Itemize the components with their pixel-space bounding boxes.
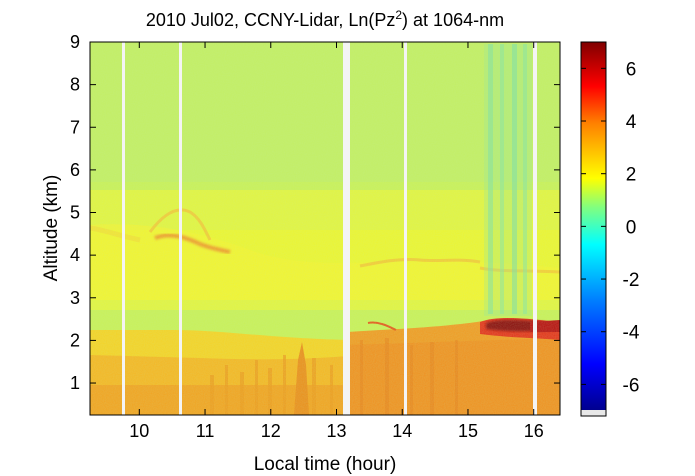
y-tick-label: 4 [70, 245, 80, 265]
y-tick-label: 3 [70, 288, 80, 308]
x-tick-label: 13 [326, 421, 346, 441]
y-axis-label: Altitude (km) [41, 175, 62, 282]
x-tick-label: 11 [196, 421, 215, 441]
colorbar-tick-label: -2 [623, 270, 640, 291]
y-tick-label: 8 [70, 75, 80, 95]
colorbar-tick-label: 2 [626, 165, 637, 186]
x-tick-label: 12 [261, 421, 281, 441]
colorbar-tick-label: 0 [626, 217, 637, 238]
y-tick-label: 2 [70, 330, 80, 350]
x-tick-label: 15 [458, 421, 478, 441]
colorbar-tick-label: 6 [626, 59, 637, 80]
colorbar: 6 4 2 0 -2 -4 -6 [580, 41, 640, 417]
y-tick-label: 9 [70, 32, 80, 52]
y-axis: 1 2 3 4 5 6 7 8 9 [70, 32, 560, 393]
colorbar-tick-label: 4 [626, 112, 637, 133]
chart-title: 2010 Jul02, CCNY-Lidar, Ln(Pz2) at 1064-… [146, 8, 504, 30]
x-tick-label: 14 [392, 421, 412, 441]
y-tick-label: 1 [70, 373, 80, 393]
heatmap-image [90, 42, 560, 415]
x-tick-label: 10 [129, 421, 149, 441]
colorbar-tick-label: -6 [623, 375, 640, 396]
colorbar-tick-label: -4 [623, 323, 640, 344]
y-tick-label: 7 [70, 117, 80, 137]
y-tick-label: 5 [70, 203, 80, 223]
x-tick-label: 16 [524, 421, 544, 441]
plot-frame [89, 41, 561, 416]
x-axis: 10 11 12 13 14 15 16 [129, 42, 544, 441]
y-tick-label: 6 [70, 160, 80, 180]
x-axis-label: Local time (hour) [254, 454, 397, 475]
